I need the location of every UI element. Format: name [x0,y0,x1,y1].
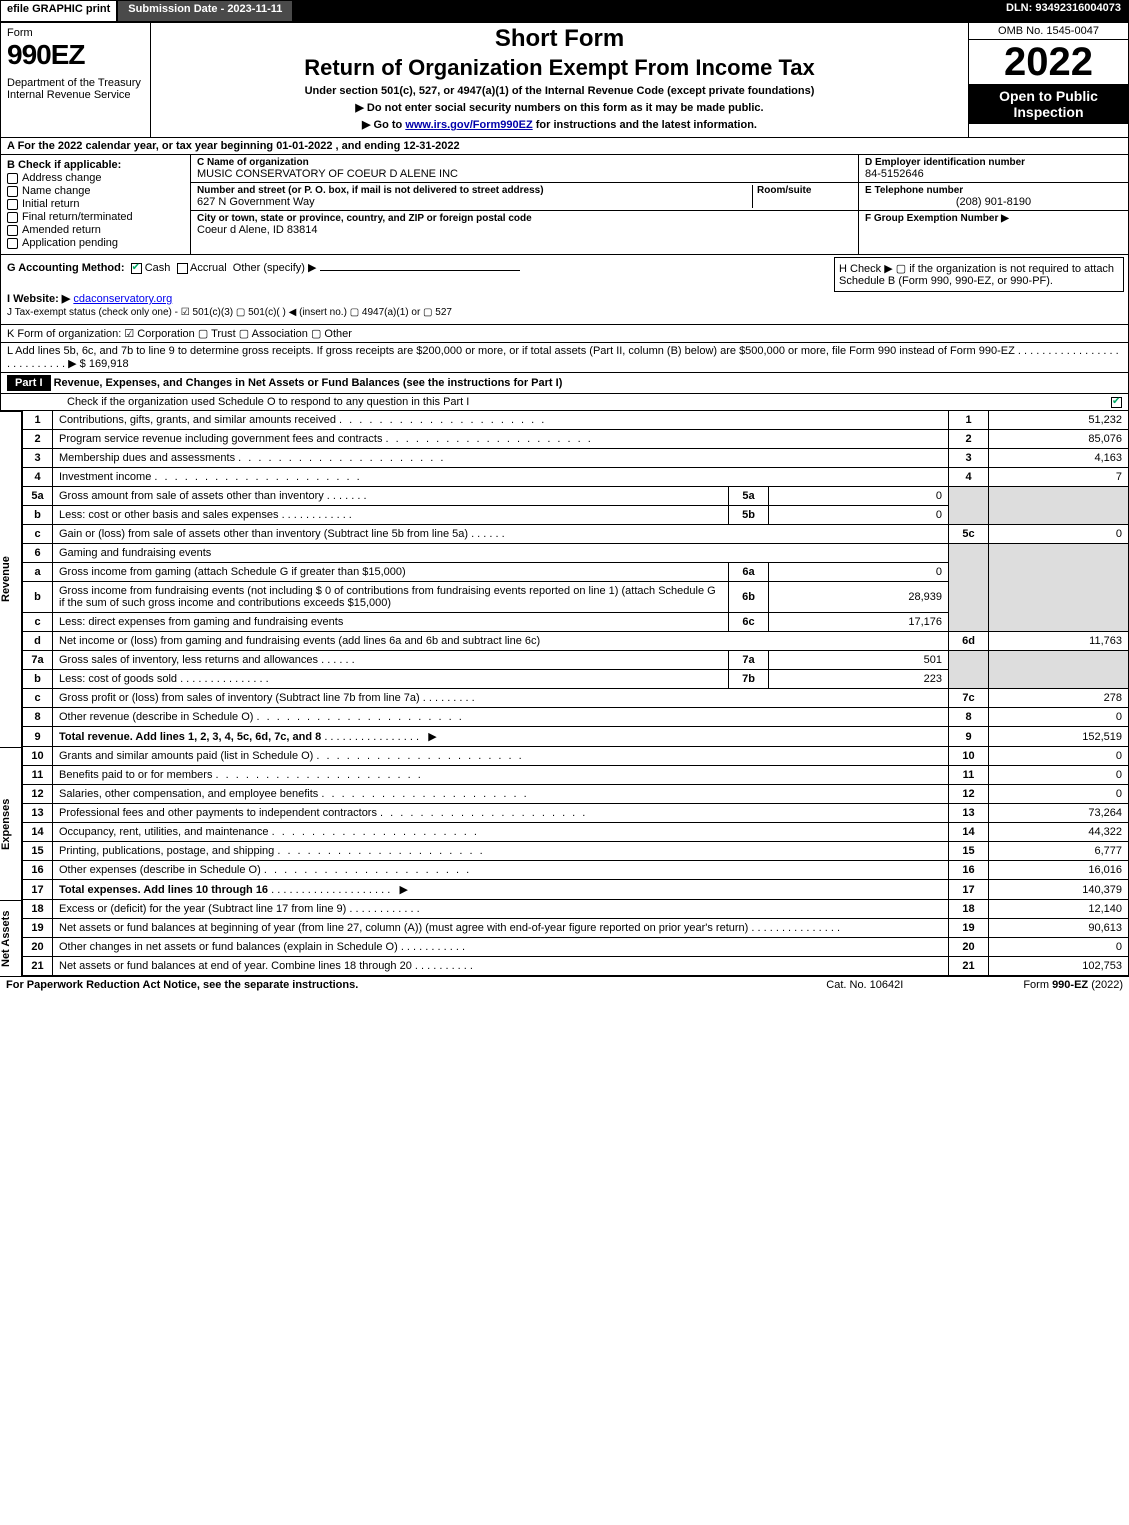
ein-label: D Employer identification number [865,157,1122,168]
form-header: Form 990EZ Department of the Treasury In… [0,22,1129,138]
addr-label: Number and street (or P. O. box, if mail… [197,185,752,196]
city-label: City or town, state or province, country… [197,213,852,224]
room-label: Room/suite [757,185,852,196]
footer-right: Form 990-EZ (2022) [1023,979,1123,991]
row-a: A For the 2022 calendar year, or tax yea… [0,138,1129,155]
dln: DLN: 93492316004073 [998,0,1129,22]
row-i: I Website: ▶ cdaconservatory.org [7,292,1122,305]
submission-date: Submission Date - 2023-11-11 [117,0,293,22]
part-i-title: Revenue, Expenses, and Changes in Net As… [54,377,563,389]
goto-note: ▶ Go to www.irs.gov/Form990EZ for instru… [155,118,964,131]
chk-address-change[interactable]: Address change [7,172,184,184]
expenses-table: 10Grants and similar amounts paid (list … [22,747,1129,900]
revenue-table: 1Contributions, gifts, grants, and simil… [22,411,1129,747]
chk-application-pending[interactable]: Application pending [7,237,184,249]
chk-amended-return[interactable]: Amended return [7,224,184,236]
gross-receipts-amount: 169,918 [89,358,129,370]
short-form-title: Short Form [155,25,964,53]
footer-left: For Paperwork Reduction Act Notice, see … [6,979,826,991]
omb-number: OMB No. 1545-0047 [969,23,1128,40]
row-h: H Check ▶ ▢ if the organization is not r… [834,257,1124,292]
city: Coeur d Alene, ID 83814 [197,224,852,236]
col-b-header: B Check if applicable: [7,159,184,171]
part-i-label: Part I [7,375,51,391]
form-number: 990EZ [7,39,144,71]
tel-label: E Telephone number [865,185,1122,196]
tax-year: 2022 [969,40,1128,84]
efile-label: efile GRAPHIC print [0,0,117,22]
website-link[interactable]: cdaconservatory.org [73,293,172,305]
note2-post: for instructions and the latest informat… [533,119,757,131]
chk-final-return[interactable]: Final return/terminated [7,211,184,223]
org-name-label: C Name of organization [197,157,852,168]
section-b-f: B Check if applicable: Address change Na… [0,155,1129,255]
org-name: MUSIC CONSERVATORY OF COEUR D ALENE INC [197,168,852,180]
section-g-j: H Check ▶ ▢ if the organization is not r… [0,255,1129,325]
ssn-note: ▶ Do not enter social security numbers o… [155,101,964,114]
dept-label: Department of the Treasury Internal Reve… [7,77,144,101]
footer-mid: Cat. No. 10642I [826,979,903,991]
part-i-checknote: Check if the organization used Schedule … [0,394,1129,411]
page-footer: For Paperwork Reduction Act Notice, see … [0,976,1129,993]
net-assets-label: Net Assets [0,900,22,976]
col-d-e-f: D Employer identification number 84-5152… [858,155,1128,254]
part-i-header: Part I Revenue, Expenses, and Changes in… [0,373,1129,394]
addr: 627 N Government Way [197,196,752,208]
ein: 84-5152646 [865,168,1122,180]
top-bar: efile GRAPHIC print Submission Date - 20… [0,0,1129,22]
form-title: Return of Organization Exempt From Incom… [155,55,964,81]
chk-initial-return[interactable]: Initial return [7,198,184,210]
chk-accrual[interactable] [177,263,188,274]
chk-name-change[interactable]: Name change [7,185,184,197]
net-assets-table: 18Excess or (deficit) for the year (Subt… [22,900,1129,976]
row-k: K Form of organization: ☑ Corporation ▢ … [0,325,1129,343]
group-exemption-label: F Group Exemption Number ▶ [865,213,1122,224]
form-subtitle: Under section 501(c), 527, or 4947(a)(1)… [155,85,964,97]
row-l: L Add lines 5b, 6c, and 7b to line 9 to … [0,343,1129,373]
revenue-label: Revenue [0,411,22,747]
expenses-label: Expenses [0,747,22,900]
col-b: B Check if applicable: Address change Na… [1,155,191,254]
chk-cash[interactable] [131,263,142,274]
tel: (208) 901-8190 [865,196,1122,208]
chk-schedule-o[interactable] [1111,397,1122,408]
irs-link[interactable]: www.irs.gov/Form990EZ [405,119,532,131]
col-c: C Name of organization MUSIC CONSERVATOR… [191,155,858,254]
row-j: J Tax-exempt status (check only one) - ☑… [7,307,1122,318]
note2-pre: ▶ Go to [362,119,405,131]
open-public: Open to Public Inspection [969,84,1128,124]
form-word: Form [7,27,144,39]
